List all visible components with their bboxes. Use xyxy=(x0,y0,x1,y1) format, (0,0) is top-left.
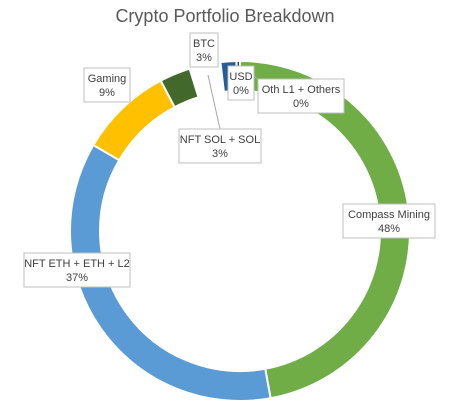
value-label: 9% xyxy=(99,87,115,99)
data-label-compass-mining: Compass Mining 48% xyxy=(342,203,436,239)
data-label-btc: BTC 3% xyxy=(189,32,219,68)
category-label: NFT ETH + ETH + L2 xyxy=(24,258,130,270)
value-label: 0% xyxy=(233,85,249,97)
data-label-nft-eth-eth-l2: NFT ETH + ETH + L2 37% xyxy=(23,252,131,288)
data-label-box xyxy=(257,78,345,114)
chart-title: Crypto Portfolio Breakdown xyxy=(115,6,335,26)
data-label-box xyxy=(178,128,262,164)
data-label-box xyxy=(83,67,131,103)
category-label: Compass Mining xyxy=(348,209,430,221)
data-label-box xyxy=(189,32,219,68)
data-label-gaming: Gaming 9% xyxy=(83,67,131,103)
category-label: USD xyxy=(229,71,252,83)
category-label: Gaming xyxy=(88,73,127,85)
value-label: 48% xyxy=(378,223,400,235)
leader-line-nft-sol-sol xyxy=(207,74,221,130)
data-label-usd: USD 0% xyxy=(227,65,255,101)
value-label: 37% xyxy=(66,272,88,284)
data-label-box xyxy=(342,203,436,239)
category-label: Oth L1 + Others xyxy=(262,84,341,96)
category-label: NFT SOL + SOL xyxy=(180,134,260,146)
value-label: 3% xyxy=(212,148,228,160)
data-label-box xyxy=(227,65,255,101)
data-label-oth-l1-others: Oth L1 + Others 0% xyxy=(257,78,345,114)
value-label: 0% xyxy=(293,98,309,110)
category-label: BTC xyxy=(193,38,215,50)
value-label: 3% xyxy=(196,52,212,64)
labels-group: Compass Mining 48% NFT ETH + ETH + L2 37% Ga… xyxy=(23,32,436,288)
data-label-box xyxy=(23,252,131,288)
data-label-nft-sol-sol: NFT SOL + SOL 3% xyxy=(178,128,262,164)
